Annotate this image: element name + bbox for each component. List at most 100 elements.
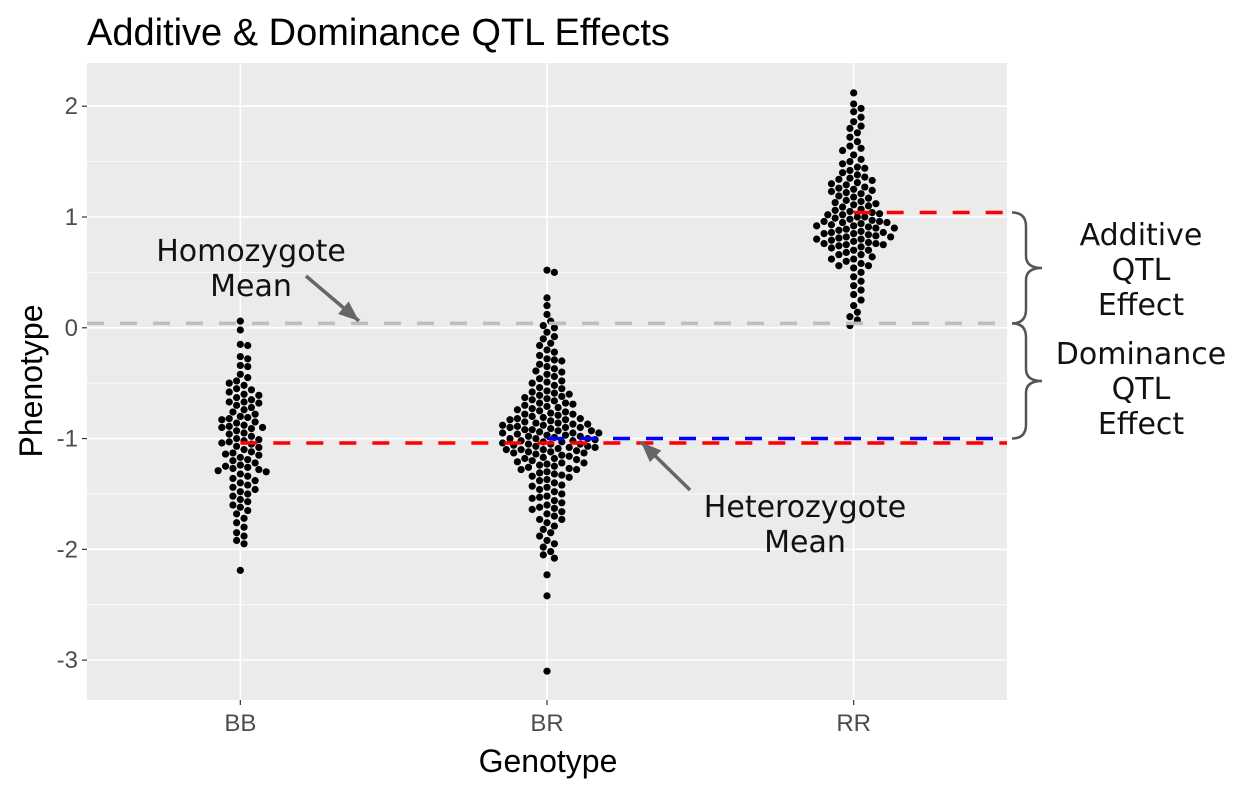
data-point-br xyxy=(558,515,566,524)
data-point-br xyxy=(528,388,536,396)
data-point-rr xyxy=(864,262,873,270)
data-point-rr xyxy=(827,180,836,188)
data-point-rr xyxy=(887,233,895,241)
data-point-br xyxy=(536,515,544,524)
data-point-rr xyxy=(868,208,876,217)
data-point-bb xyxy=(255,391,263,399)
data-point-rr xyxy=(872,224,880,232)
data-point-rr xyxy=(857,268,865,276)
data-point-br xyxy=(536,469,544,477)
data-point-bb xyxy=(233,510,241,518)
data-point-br xyxy=(528,472,536,480)
data-point-br xyxy=(543,475,551,484)
data-point-br xyxy=(558,385,566,393)
data-point-bb xyxy=(233,442,241,450)
data-point-bb xyxy=(233,385,241,393)
data-point-rr xyxy=(850,118,858,126)
data-point-bb xyxy=(247,386,256,394)
data-point-rr xyxy=(831,206,839,214)
data-point-rr xyxy=(835,226,843,234)
data-point-rr xyxy=(846,124,854,132)
data-point-br xyxy=(536,375,544,383)
data-point-br xyxy=(532,419,540,427)
data-point-bb xyxy=(240,540,248,548)
data-point-bb xyxy=(247,403,256,412)
data-point-rr xyxy=(813,235,821,243)
data-point-rr xyxy=(820,230,828,238)
data-point-br xyxy=(580,449,588,457)
data-point-bb xyxy=(236,461,244,469)
data-point-bb xyxy=(236,495,244,504)
data-point-bb xyxy=(244,374,252,382)
data-point-rr xyxy=(864,238,873,247)
data-point-br xyxy=(528,482,536,490)
data-point-rr xyxy=(857,155,865,163)
data-point-rr xyxy=(872,239,880,248)
data-point-rr xyxy=(842,225,850,233)
data-point-br xyxy=(521,418,529,426)
dominance-effect-label: QTL xyxy=(1112,372,1171,407)
data-point-bb xyxy=(240,429,248,437)
data-point-rr xyxy=(857,235,865,243)
y-tick-label: 1 xyxy=(65,204,78,231)
data-point-rr xyxy=(850,273,858,281)
data-point-br xyxy=(539,321,547,330)
data-point-bb xyxy=(251,418,259,426)
data-point-bb xyxy=(236,317,244,325)
data-point-bb xyxy=(236,453,244,461)
additive-brace-icon xyxy=(1011,211,1043,325)
data-point-br xyxy=(543,370,551,378)
data-point-br xyxy=(513,422,522,430)
additive-effect-label: Effect xyxy=(1098,288,1185,323)
data-point-br xyxy=(543,571,551,579)
data-point-br xyxy=(558,392,566,401)
data-point-br xyxy=(524,432,533,440)
data-point-br xyxy=(550,504,559,512)
data-point-bb xyxy=(251,459,259,467)
data-point-br xyxy=(513,458,522,466)
data-point-rr xyxy=(835,251,843,259)
data-point-bb xyxy=(229,492,237,500)
data-point-br xyxy=(536,461,544,469)
data-point-br xyxy=(543,355,551,363)
data-point-br xyxy=(558,471,566,479)
y-axis-title: Phenotype xyxy=(13,304,49,457)
data-point-br xyxy=(561,399,570,407)
data-point-br xyxy=(565,390,573,398)
data-point-bb xyxy=(214,467,222,475)
data-point-br xyxy=(561,423,570,432)
data-point-bb xyxy=(255,465,263,474)
data-point-br xyxy=(576,423,584,432)
data-point-rr xyxy=(850,201,858,209)
data-point-br xyxy=(550,540,559,548)
data-point-rr xyxy=(842,248,850,257)
data-point-bb xyxy=(251,410,259,418)
data-point-rr xyxy=(868,186,876,194)
data-point-br xyxy=(543,667,551,675)
data-point-rr xyxy=(853,179,861,187)
data-point-bb xyxy=(233,529,241,537)
data-point-br xyxy=(536,493,544,501)
data-point-br xyxy=(502,446,510,454)
data-point-rr xyxy=(850,290,858,299)
data-point-bb xyxy=(233,434,241,443)
data-point-bb xyxy=(233,536,241,545)
data-point-br xyxy=(573,456,581,464)
data-point-rr xyxy=(857,190,865,198)
data-point-rr xyxy=(861,213,869,221)
data-point-br xyxy=(587,427,596,435)
data-point-br xyxy=(506,423,514,432)
data-point-br xyxy=(550,397,559,405)
data-point-br xyxy=(543,510,551,518)
data-point-rr xyxy=(846,313,854,321)
data-point-br xyxy=(536,503,544,511)
data-point-rr xyxy=(850,193,858,201)
data-point-rr xyxy=(827,255,836,263)
y-tick-label: -3 xyxy=(57,647,78,674)
data-point-rr xyxy=(879,241,887,249)
data-point-br xyxy=(536,407,544,415)
data-point-bb xyxy=(233,419,241,427)
data-point-bb xyxy=(236,488,244,496)
y-tick-label: -2 xyxy=(57,536,78,563)
